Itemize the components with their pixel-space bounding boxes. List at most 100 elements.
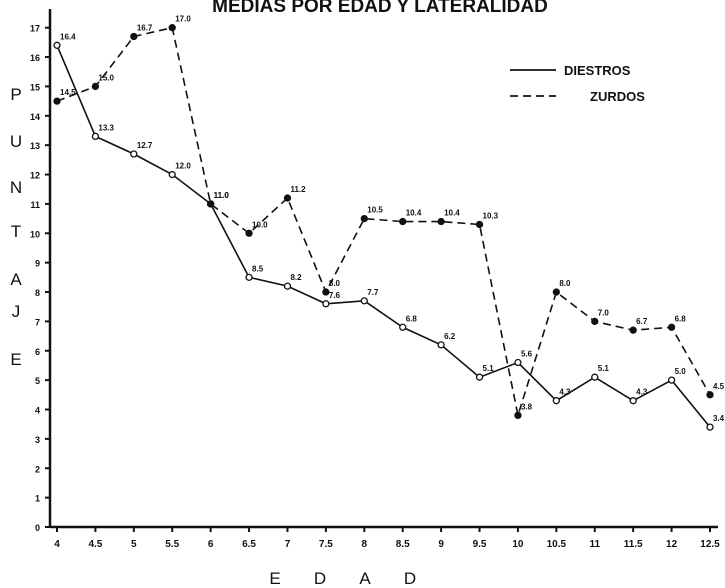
data-label: 10.5: [367, 206, 383, 215]
y-tick-label: 14: [30, 112, 40, 122]
y-tick-label: 17: [30, 24, 40, 34]
y-tick-label: 3: [35, 435, 40, 445]
y-tick-label: 12: [30, 171, 40, 181]
point: [514, 411, 522, 420]
data-label: 4.3: [559, 388, 571, 397]
y-tick-label: 2: [35, 464, 40, 474]
x-tick-label: 6.5: [242, 539, 256, 550]
x-tick-label: 11: [589, 539, 600, 550]
point: [591, 317, 599, 326]
y-tick-label: 4: [35, 406, 40, 416]
data-label: 12.7: [137, 141, 153, 150]
y-tick-label: 13: [30, 141, 40, 151]
x-axis-label: A: [359, 569, 371, 588]
chart-title: MEDIAS POR EDAD Y LATERALIDAD: [212, 0, 548, 17]
data-label: 4.3: [636, 388, 648, 397]
data-label: 10.3: [483, 211, 499, 220]
point: [322, 300, 330, 308]
y-axis-label: N: [10, 178, 22, 197]
y-tick-label: 16: [30, 53, 40, 63]
x-tick-label: 12.5: [700, 539, 720, 550]
y-axis-label: T: [11, 222, 21, 241]
x-tick-label: 5: [131, 539, 137, 550]
data-label: 16.4: [60, 32, 76, 41]
y-tick-label: 10: [30, 229, 40, 239]
data-label: 5.6: [521, 350, 533, 359]
x-tick-label: 8.5: [396, 539, 410, 550]
y-tick-label: 8: [35, 288, 40, 298]
data-label: 6.8: [675, 314, 687, 323]
point: [53, 97, 61, 105]
point: [399, 323, 407, 331]
x-tick-label: 11.5: [624, 539, 643, 550]
y-axis-label: J: [12, 302, 21, 321]
point: [245, 229, 253, 237]
point: [130, 150, 138, 158]
data-label: 10.0: [252, 220, 268, 229]
x-tick-label: 4: [54, 539, 60, 550]
x-tick-label: 10.5: [547, 539, 567, 550]
point: [206, 200, 215, 208]
point: [667, 376, 676, 384]
data-label: 11.2: [290, 185, 306, 194]
point: [552, 288, 561, 296]
legend-label: DIESTROS: [564, 63, 631, 78]
data-label: 4.5: [713, 382, 725, 391]
x-tick-label: 9.5: [473, 539, 487, 550]
point: [360, 297, 368, 305]
data-label: 11.0: [214, 191, 230, 200]
y-tick-label: 1: [35, 494, 40, 504]
point: [283, 194, 292, 202]
y-tick-label: 11: [30, 200, 40, 210]
y-axis-label: P: [10, 85, 21, 104]
x-tick-label: 7: [285, 539, 291, 550]
point: [629, 326, 637, 334]
point: [475, 373, 484, 381]
data-label: 6.7: [636, 317, 648, 326]
point: [629, 397, 637, 405]
point: [168, 24, 176, 32]
point: [667, 323, 676, 331]
x-tick-label: 4.5: [88, 539, 102, 550]
data-label: 8.0: [559, 279, 571, 288]
data-label: 7.7: [367, 288, 379, 297]
legend-label: ZURDOS: [590, 89, 645, 104]
data-label: 3.4: [713, 414, 725, 423]
data-label: 10.4: [406, 209, 422, 218]
y-tick-label: 15: [30, 82, 40, 92]
y-axis-label: E: [10, 350, 21, 369]
point: [552, 397, 561, 405]
y-tick-label: 9: [35, 259, 40, 269]
data-label: 11.0: [214, 191, 230, 200]
data-label: 13.3: [98, 123, 114, 132]
point: [514, 358, 522, 367]
point: [245, 273, 253, 281]
data-label: 6.8: [406, 314, 418, 323]
data-label: 14.5: [60, 88, 76, 97]
data-label: 10.4: [444, 209, 460, 218]
y-tick-label: 7: [35, 317, 40, 327]
data-label: 8.2: [290, 273, 302, 282]
y-axis-label: U: [10, 132, 22, 151]
point: [322, 288, 330, 296]
y-tick-label: 5: [35, 376, 40, 386]
data-label: 17.0: [175, 15, 191, 24]
data-label: 7.6: [329, 291, 341, 300]
data-label: 5.1: [598, 364, 610, 373]
data-label: 8.0: [329, 279, 341, 288]
x-axis-label: E: [269, 569, 280, 588]
point: [360, 214, 368, 223]
data-label: 12.0: [175, 162, 191, 171]
x-tick-label: 6: [208, 539, 214, 550]
point: [53, 41, 61, 49]
point: [706, 391, 714, 399]
data-label: 8.5: [252, 264, 264, 273]
line: [56, 44, 711, 428]
x-tick-label: 5.5: [165, 539, 179, 550]
data-label: 5.1: [483, 364, 495, 373]
point: [591, 373, 599, 381]
point: [437, 341, 445, 349]
point: [283, 282, 292, 290]
x-tick-label: 12: [666, 539, 678, 550]
